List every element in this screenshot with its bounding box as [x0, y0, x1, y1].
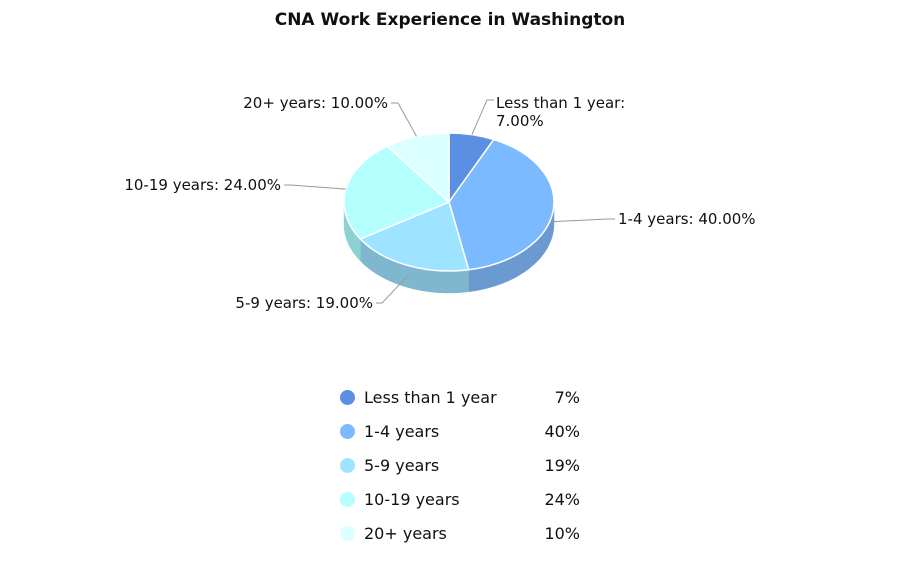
pie-slice-10-19-years[interactable] [343, 145, 450, 240]
legend-swatch [340, 423, 355, 439]
legend-swatch [340, 525, 355, 541]
legend-value: 10% [544, 523, 580, 543]
legend-value: 40% [544, 421, 580, 441]
legend-swatch [340, 457, 355, 473]
leader-line-1-4-years [553, 218, 615, 223]
leader-line-20-years [391, 102, 417, 137]
legend-label: 5-9 years [364, 455, 440, 475]
slice-label-line: 7.00% [496, 112, 544, 130]
legend-item-10-19-years[interactable]: 10-19 years 24% [340, 482, 580, 516]
legend-item-less-than-1-year[interactable]: Less than 1 year 7% [340, 380, 580, 414]
pie-slice-5-9-years[interactable] [359, 201, 470, 272]
slice-label-line: 5-9 years: 19.00% [235, 294, 373, 312]
leader-line-5-9-years [376, 275, 408, 304]
pie-slice-1-4-years[interactable] [448, 138, 555, 271]
chart-title: CNA Work Experience in Washington [275, 10, 626, 30]
legend-label: 1-4 years [364, 421, 440, 441]
legend-swatch [340, 389, 355, 405]
slice-label-20-years: 20+ years: 10.00% [243, 94, 388, 112]
legend-label: Less than 1 year [364, 387, 497, 407]
legend-swatch [340, 491, 355, 507]
slice-label-1-4-years: 1-4 years: 40.00% [618, 210, 756, 228]
slice-label-less-than-1-year: Less than 1 year: 7.00% [496, 94, 625, 130]
legend-item-20-years[interactable]: 20+ years 10% [340, 516, 580, 550]
legend-label: 10-19 years [364, 489, 460, 509]
slice-label-line: Less than 1 year: [496, 94, 625, 112]
chart-legend: Less than 1 year 7% 1-4 years 40% 5-9 years 1… [340, 380, 580, 550]
slice-label-10-19-years: 10-19 years: 24.00% [124, 176, 281, 194]
legend-item-5-9-years[interactable]: 5-9 years 19% [340, 448, 580, 482]
slice-label-5-9-years: 5-9 years: 19.00% [235, 294, 373, 312]
legend-value: 19% [544, 455, 580, 475]
legend-value: 24% [544, 489, 580, 509]
slice-label-line: 20+ years: 10.00% [243, 94, 388, 112]
slice-label-line: 1-4 years: 40.00% [618, 210, 756, 228]
pie-slice-20-years[interactable] [386, 132, 450, 203]
legend-item-1-4-years[interactable]: 1-4 years 40% [340, 414, 580, 448]
slice-label-line: 10-19 years: 24.00% [124, 176, 281, 194]
leader-line-10-19-years [284, 184, 346, 190]
legend-label: 20+ years [364, 523, 447, 543]
legend-value: 7% [554, 387, 580, 407]
leader-line-less-than-1-year [471, 99, 494, 135]
